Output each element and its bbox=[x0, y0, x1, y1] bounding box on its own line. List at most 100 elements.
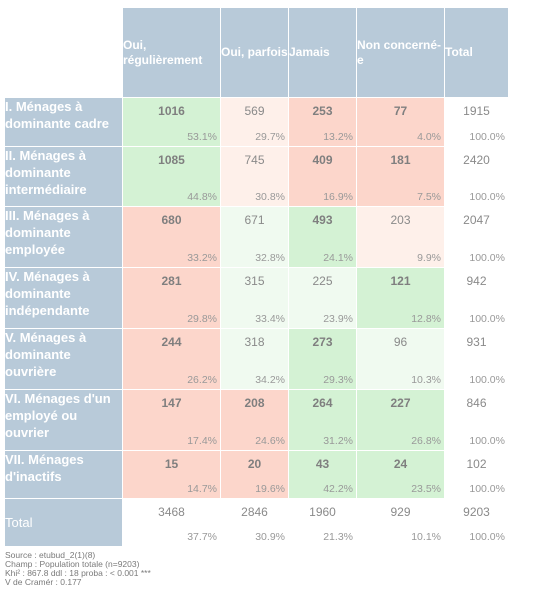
cell-percent: 12.8% bbox=[411, 313, 441, 325]
table-cell: 203 9.9% bbox=[356, 206, 445, 268]
table-cell: 281 29.8% bbox=[122, 267, 221, 329]
table-cell: 931 100.0% bbox=[444, 328, 509, 390]
cell-percent: 100.0% bbox=[469, 374, 505, 386]
row-header[interactable]: V. Ménages à dominante ouvrière bbox=[4, 328, 123, 390]
cell-percent: 10.1% bbox=[411, 531, 441, 543]
table-cell: 96 10.3% bbox=[356, 328, 445, 390]
cell-count: 1085 bbox=[158, 153, 185, 167]
cell-count: 942 bbox=[466, 274, 487, 288]
cell-count: 253 bbox=[312, 104, 333, 118]
row-header[interactable]: VI. Ménages d'un employé ou ouvrier bbox=[4, 389, 123, 451]
cell-count: 1016 bbox=[158, 104, 185, 118]
table-row: I. Ménages à dominante cadre 1016 53.1% 569… bbox=[4, 97, 509, 147]
cell-percent: 30.9% bbox=[255, 531, 285, 543]
corner-cell bbox=[4, 7, 123, 98]
table-row: III. Ménages à dominante employée 680 33.2… bbox=[4, 206, 509, 268]
cell-percent: 100.0% bbox=[469, 252, 505, 264]
cell-percent: 42.2% bbox=[323, 483, 353, 495]
cell-count: 24 bbox=[393, 457, 408, 471]
footer-cramer: V de Cramér : 0.177 bbox=[5, 577, 82, 587]
total-cell: 929 10.1% bbox=[356, 498, 445, 547]
row-header[interactable]: I. Ménages à dominante cadre bbox=[4, 97, 123, 147]
cell-count: 2420 bbox=[463, 153, 490, 167]
column-header[interactable]: Oui, parfois bbox=[220, 7, 289, 98]
row-header[interactable]: II. Ménages à dominante intermédiaire bbox=[4, 146, 123, 207]
table-cell: 208 24.6% bbox=[220, 389, 289, 451]
cell-percent: 10.3% bbox=[411, 374, 441, 386]
table-cell: 2047 100.0% bbox=[444, 206, 509, 268]
table-cell: 409 16.9% bbox=[288, 146, 357, 207]
cell-count: 931 bbox=[466, 335, 487, 349]
total-cell: 1960 21.3% bbox=[288, 498, 357, 547]
table-cell: 227 26.8% bbox=[356, 389, 445, 451]
cell-count: 102 bbox=[466, 457, 487, 471]
table-cell: 846 100.0% bbox=[444, 389, 509, 451]
cell-percent: 31.2% bbox=[323, 435, 353, 447]
table-row: VI. Ménages d'un employé ou ouvrier 147 17… bbox=[4, 389, 509, 451]
table-body: I. Ménages à dominante cadre 1016 53.1% 569… bbox=[4, 97, 509, 547]
cell-count: 147 bbox=[161, 396, 182, 410]
cell-percent: 14.7% bbox=[187, 483, 217, 495]
cell-count: 9203 bbox=[463, 505, 490, 519]
cell-count: 264 bbox=[312, 396, 333, 410]
cell-percent: 29.7% bbox=[255, 131, 285, 143]
cell-percent: 33.2% bbox=[187, 252, 217, 264]
cell-percent: 30.8% bbox=[255, 191, 285, 203]
cell-count: 203 bbox=[390, 213, 411, 227]
table-row: VII. Ménages d'inactifs 15 14.7% 20 19.6% 43 4… bbox=[4, 450, 509, 499]
footer-source: Source : etubud_2(1)(8) bbox=[5, 550, 96, 560]
table-cell: 102 100.0% bbox=[444, 450, 509, 499]
column-header[interactable]: Jamais bbox=[288, 7, 357, 98]
cell-percent: 34.2% bbox=[255, 374, 285, 386]
row-header[interactable]: VII. Ménages d'inactifs bbox=[4, 450, 123, 499]
table-cell: 493 24.1% bbox=[288, 206, 357, 268]
table-cell: 680 33.2% bbox=[122, 206, 221, 268]
row-header[interactable]: IV. Ménages à dominante indépendante bbox=[4, 267, 123, 329]
table-cell: 147 17.4% bbox=[122, 389, 221, 451]
cell-count: 227 bbox=[390, 396, 411, 410]
cell-percent: 33.4% bbox=[255, 313, 285, 325]
cell-percent: 100.0% bbox=[469, 191, 505, 203]
cell-count: 225 bbox=[312, 274, 333, 288]
crosstab-table: Oui, régulièrement Oui, parfois Jamais N… bbox=[4, 7, 509, 547]
cell-percent: 100.0% bbox=[469, 483, 505, 495]
table-row: II. Ménages à dominante intermédiaire 108… bbox=[4, 146, 509, 207]
cell-count: 2047 bbox=[463, 213, 490, 227]
cell-count: 43 bbox=[315, 457, 330, 471]
cell-count: 181 bbox=[390, 153, 411, 167]
cell-percent: 16.9% bbox=[323, 191, 353, 203]
table-cell: 24 23.5% bbox=[356, 450, 445, 499]
cell-percent: 24.1% bbox=[323, 252, 353, 264]
table-cell: 43 42.2% bbox=[288, 450, 357, 499]
row-header-total[interactable]: Total bbox=[4, 498, 123, 547]
table-cell: 2420 100.0% bbox=[444, 146, 509, 207]
cell-count: 1915 bbox=[463, 104, 490, 118]
total-row: Total 3468 37.7% 2846 30.9% 1960 21.3% 929 10.1%… bbox=[4, 498, 509, 547]
cell-count: 671 bbox=[244, 213, 265, 227]
table-cell: 315 33.4% bbox=[220, 267, 289, 329]
cell-count: 15 bbox=[164, 457, 179, 471]
table-cell: 244 26.2% bbox=[122, 328, 221, 390]
cell-count: 846 bbox=[466, 396, 487, 410]
cell-count: 208 bbox=[244, 396, 265, 410]
cell-count: 409 bbox=[312, 153, 333, 167]
table-cell: 264 31.2% bbox=[288, 389, 357, 451]
table-cell: 20 19.6% bbox=[220, 450, 289, 499]
cell-count: 318 bbox=[244, 335, 265, 349]
cell-percent: 13.2% bbox=[323, 131, 353, 143]
cell-count: 121 bbox=[390, 274, 411, 288]
cell-count: 493 bbox=[312, 213, 333, 227]
row-header[interactable]: III. Ménages à dominante employée bbox=[4, 206, 123, 268]
cell-count: 315 bbox=[244, 274, 265, 288]
column-header[interactable]: Oui, régulièrement bbox=[122, 7, 221, 98]
cell-count: 929 bbox=[390, 505, 411, 519]
cell-percent: 100.0% bbox=[469, 531, 505, 543]
table-cell: 745 30.8% bbox=[220, 146, 289, 207]
cell-percent: 24.6% bbox=[255, 435, 285, 447]
cell-percent: 100.0% bbox=[469, 435, 505, 447]
cell-count: 96 bbox=[393, 335, 408, 349]
column-header[interactable]: Non concerné-e bbox=[356, 7, 445, 98]
cell-percent: 32.8% bbox=[255, 252, 285, 264]
table-cell: 77 4.0% bbox=[356, 97, 445, 147]
column-header[interactable]: Total bbox=[444, 7, 509, 98]
